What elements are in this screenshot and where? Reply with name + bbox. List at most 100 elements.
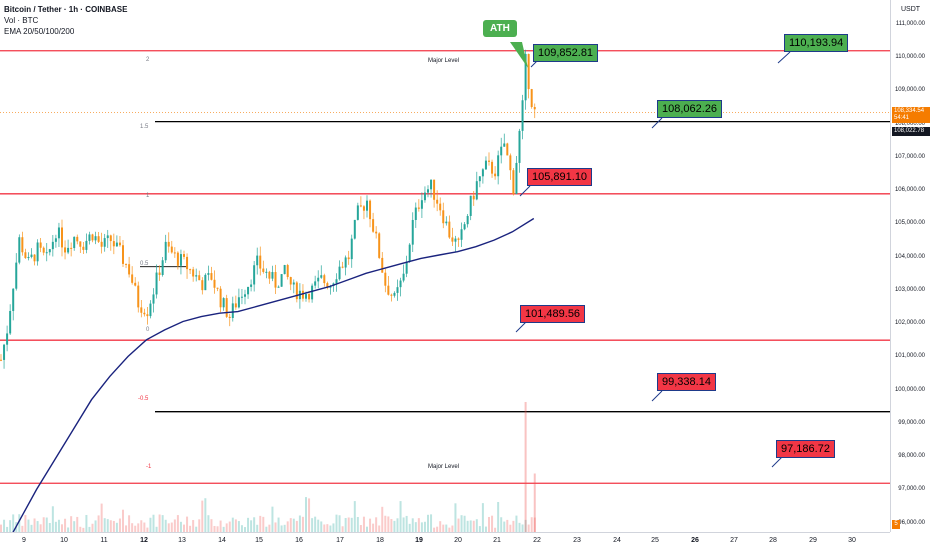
- candle-body: [21, 237, 24, 253]
- volume-bar: [362, 516, 365, 532]
- volume-bar: [372, 523, 375, 532]
- candle-body: [420, 200, 423, 209]
- volume-bar: [423, 521, 426, 532]
- volume-bar: [213, 525, 216, 532]
- marked-price-tag: 108,022.78: [892, 126, 930, 136]
- candle-body: [280, 274, 283, 287]
- candle-body: [484, 160, 487, 170]
- candle-body: [390, 294, 393, 296]
- volume-bar: [67, 527, 70, 532]
- volume-bar: [39, 524, 42, 532]
- candle-body: [347, 257, 350, 260]
- time-tick: 19: [415, 537, 423, 544]
- time-tick: 30: [848, 537, 856, 544]
- volume-bar: [533, 517, 536, 532]
- volume-bar: [33, 518, 36, 532]
- volume-bar: [494, 527, 497, 532]
- volume-bar: [488, 516, 490, 532]
- volume-bar: [454, 503, 457, 532]
- volume-bar: [103, 518, 106, 532]
- price-chart[interactable]: [0, 0, 890, 532]
- volume-bar: [167, 523, 170, 532]
- price-scale[interactable]: USDT 111,000.00 110,000.00 109,000.00 108,0…: [890, 0, 932, 532]
- volume-bar: [240, 525, 243, 532]
- candle-body: [402, 273, 405, 281]
- candle-body: [122, 245, 124, 264]
- time-tick: 14: [218, 537, 226, 544]
- volume-bar: [219, 520, 222, 532]
- candle-body: [76, 236, 79, 242]
- candle-body: [457, 238, 460, 240]
- candle-body: [219, 288, 222, 308]
- callout-resistance[interactable]: 108,062.26: [657, 100, 723, 118]
- ema-indicator-label[interactable]: EMA 20/50/100/200: [4, 27, 75, 36]
- volume-bar: [24, 515, 27, 532]
- volume-bar: [189, 525, 192, 532]
- callout-pointer: [777, 51, 791, 64]
- callout-ath-price[interactable]: 109,852.81: [533, 44, 599, 62]
- candle-body: [131, 274, 134, 283]
- candle-body: [289, 277, 292, 285]
- callout-support-3[interactable]: 99,338.14: [657, 373, 716, 391]
- volume-bar: [509, 524, 512, 532]
- volume-bar: [518, 522, 521, 532]
- volume-bar: [271, 506, 274, 532]
- corner-badge[interactable]: 5: [892, 520, 900, 529]
- candle-body: [213, 279, 216, 288]
- candle-body: [30, 254, 33, 257]
- callout-top-target[interactable]: 110,193.94: [784, 34, 849, 52]
- candle-body: [527, 53, 530, 90]
- volume-bar: [152, 514, 155, 532]
- volume-bar: [298, 515, 301, 532]
- time-tick: 12: [140, 537, 148, 544]
- volume-bar: [433, 527, 436, 532]
- volume-bar: [198, 519, 201, 532]
- price-tick: 105,000.00: [894, 220, 925, 227]
- chart-area[interactable]: [0, 0, 890, 532]
- candle-body: [176, 252, 179, 266]
- candle-body: [475, 181, 478, 200]
- volume-bar: [234, 519, 237, 532]
- volume-bar: [478, 526, 481, 532]
- volume-bar: [457, 518, 460, 532]
- ath-badge[interactable]: ATH: [483, 20, 517, 37]
- volume-bar: [439, 521, 442, 532]
- candle-body: [201, 280, 204, 291]
- candle-body: [137, 285, 140, 308]
- candle-body: [356, 205, 359, 220]
- volume-bar: [286, 521, 289, 532]
- candle-body: [207, 273, 210, 275]
- volume-bar: [329, 525, 332, 532]
- time-tick: 18: [376, 537, 384, 544]
- callout-support-2[interactable]: 101,489.56: [520, 305, 586, 323]
- time-tick: 23: [573, 537, 581, 544]
- volume-bar: [54, 521, 57, 532]
- volume-bar: [173, 519, 176, 532]
- marked-price-value: 108,022.78: [894, 127, 925, 134]
- volume-bar: [94, 520, 97, 532]
- price-tick: 108,000.00: [894, 120, 925, 127]
- volume-bar: [497, 501, 500, 532]
- candle-body: [222, 298, 225, 308]
- callout-support-4[interactable]: 97,186.72: [776, 440, 835, 458]
- volume-indicator-label[interactable]: Vol · BTC: [4, 16, 39, 25]
- volume-bar: [436, 526, 439, 532]
- callout-support-1[interactable]: 105,891.10: [527, 168, 593, 186]
- symbol-title[interactable]: Bitcoin / Tether · 1h · COINBASE: [4, 5, 128, 14]
- candle-body: [152, 294, 155, 304]
- fib-label-0: 0: [146, 327, 150, 333]
- volume-bar: [369, 518, 372, 532]
- volume-bar: [228, 521, 231, 532]
- volume-bar: [222, 526, 225, 532]
- candle-body: [18, 237, 21, 263]
- volume-bar: [347, 517, 350, 532]
- candle-body: [237, 297, 240, 308]
- volume-bar: [356, 516, 359, 532]
- time-tick: 9: [22, 537, 26, 544]
- volume-bar: [216, 526, 219, 532]
- candle-body: [164, 241, 167, 261]
- volume-bar: [484, 526, 487, 532]
- time-scale[interactable]: 9 10 11 12 13 14 15 16 17 18 19 20 21 22 23 24 25 26 27 28 2…: [0, 532, 890, 551]
- candle-body: [112, 241, 115, 247]
- candle-body: [460, 229, 463, 240]
